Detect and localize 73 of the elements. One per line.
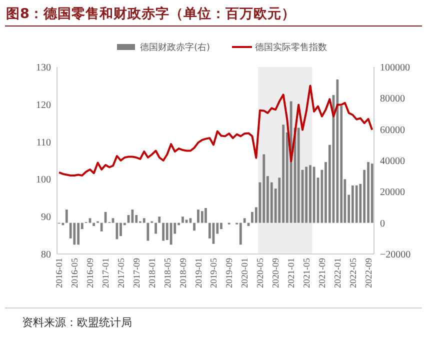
bar [197,210,200,223]
x-tick-label: 2016-05 [70,258,80,288]
x-tick-label: 2018-05 [162,258,172,288]
bar [370,164,374,223]
bar [185,220,188,223]
chart-title: 图8：德国零售和财政赤字（单位：百万欧元） [6,5,296,22]
x-tick-label: 2022-09 [363,258,374,288]
y2-tick-label: 0 [380,218,385,230]
bar [312,166,316,223]
x-tick-label: 2018-09 [178,258,188,288]
line-series [58,84,374,176]
y-tick-label: 110 [36,137,51,148]
bar [120,222,122,236]
x-tick-label: 2020-05 [255,258,266,288]
bar [239,222,242,245]
bar [182,216,184,223]
bar [73,222,76,245]
y-tick-label: 100 [36,174,51,186]
y2-tick-label: −20000 [380,250,411,260]
x-tick-label: 2016-09 [85,258,96,288]
bar [131,210,134,223]
bar [297,128,300,223]
bar [309,165,312,223]
bar [65,210,68,223]
bar [305,166,308,223]
bar [282,124,285,223]
bar [220,222,222,230]
bar [262,154,266,223]
bar [200,211,204,223]
bar [77,222,80,245]
bar [336,79,339,223]
y-tick-label: 80 [41,250,51,260]
bar [243,218,246,223]
x-tick-label: 2019-01 [193,258,204,288]
legend-label: 德国实际零售指数 [255,42,327,54]
y2-tick-label: 60000 [380,124,405,136]
x-tick-label: 2022-01 [332,258,343,288]
bar [158,216,161,223]
y2-tick-label: 100000 [380,62,410,74]
bar [355,185,358,223]
bar [100,222,103,232]
x-tick-label: 2019-05 [208,258,219,288]
bar [351,185,354,223]
bar [116,222,118,240]
bar [92,222,96,226]
x-tick-label: 2016-01 [54,258,64,288]
x-tick-label: 2021-05 [301,258,312,288]
y-tick-label: 130 [36,62,51,74]
x-tick-label: 2017-09 [132,258,142,288]
bar [251,212,254,223]
bar [162,222,164,241]
x-tick-label: 2019-09 [224,258,234,288]
bar [146,222,150,241]
x-tick-label: 2022-05 [348,258,358,288]
y2-tick-label: 40000 [380,156,405,167]
y2-tick-label: 80000 [380,94,405,105]
bar [154,222,158,234]
x-tick-label: 2017-05 [116,258,126,288]
bar [367,162,370,223]
y-tick-label: 120 [36,100,51,111]
x-tick-label: 2021-09 [317,258,328,288]
bar [193,222,196,231]
bar [204,208,207,223]
x-tick-label: 2017-01 [100,258,111,288]
x-tick-label: 2020-01 [240,258,250,288]
x-tick-label: 2020-09 [270,258,281,288]
y2-tick-label: 20000 [380,187,405,198]
x-tick-label: 2018-01 [147,258,158,288]
text: 资料来源：欧盟统计局 [22,316,132,329]
legend-label: 德国财政赤字(右) [140,42,210,54]
x-tick-label: 2021-01 [286,258,296,288]
y-tick-label: 90 [41,212,51,224]
bar [142,218,146,223]
